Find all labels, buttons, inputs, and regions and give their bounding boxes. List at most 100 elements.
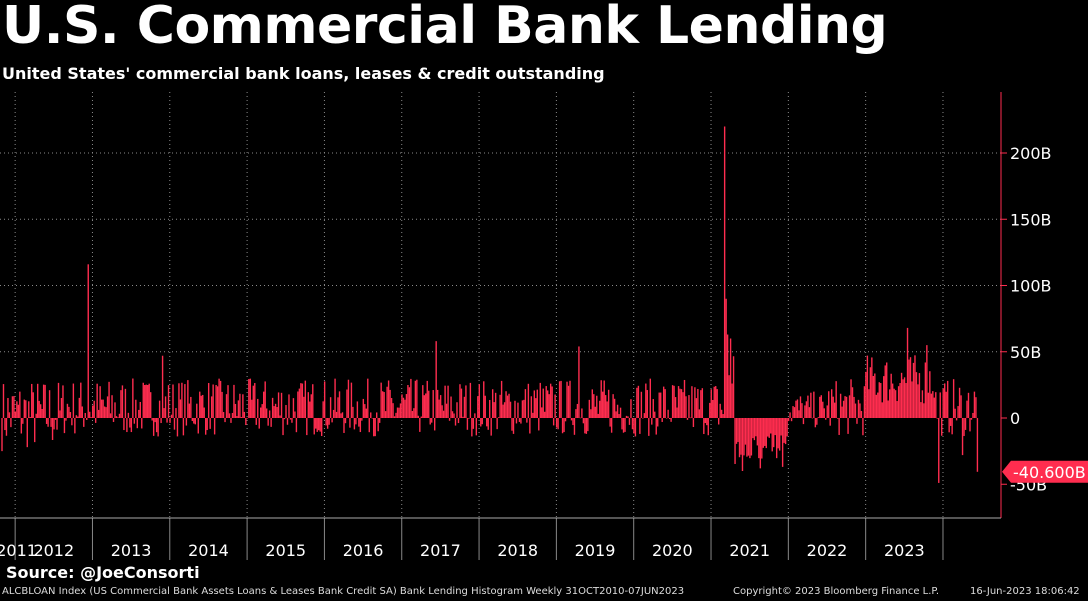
histogram-bar: [526, 418, 528, 423]
histogram-bar: [316, 418, 318, 432]
histogram-bar: [240, 417, 243, 418]
histogram-bar: [188, 403, 191, 418]
histogram-bar: [349, 418, 351, 428]
histogram-bar: [386, 386, 388, 418]
histogram-bar: [99, 386, 101, 418]
histogram-bar: [468, 418, 470, 419]
histogram-bar: [248, 379, 250, 418]
histogram-bar: [662, 386, 665, 418]
x-tick-label: 2020: [652, 541, 693, 560]
histogram-bar: [857, 399, 860, 418]
histogram-bar: [319, 418, 321, 432]
histogram-bar: [401, 394, 403, 418]
histogram-bar: [41, 408, 43, 418]
histogram-bar: [946, 380, 949, 418]
histogram-bar: [350, 382, 353, 418]
histogram-bar: [621, 418, 623, 430]
histogram-bar: [707, 418, 709, 436]
histogram-bar: [927, 392, 930, 418]
histogram-bar: [252, 385, 254, 418]
histogram-bar: [74, 418, 76, 434]
histogram-bar: [759, 418, 762, 469]
histogram-bar: [784, 418, 787, 445]
histogram-bar: [136, 418, 139, 429]
histogram-bar: [868, 389, 870, 418]
histogram-bar: [374, 418, 376, 437]
histogram-bar: [793, 407, 796, 418]
histogram-bar: [465, 385, 467, 418]
histogram-bar: [624, 418, 626, 432]
histogram-bar: [225, 394, 228, 418]
histogram-bar: [178, 383, 180, 418]
histogram-bar: [7, 397, 9, 418]
histogram-bar: [307, 392, 310, 418]
histogram-bar: [871, 357, 873, 418]
histogram-bar: [634, 418, 637, 437]
x-tick-label: 2013: [111, 541, 152, 560]
histogram-bar: [551, 386, 553, 418]
histogram-bar: [712, 399, 714, 418]
histogram-bar: [957, 406, 959, 418]
histogram-bar: [572, 418, 574, 426]
histogram-bar: [973, 391, 976, 418]
histogram-bar: [362, 398, 365, 418]
histogram-bar: [306, 418, 308, 436]
histogram-bar: [560, 380, 562, 418]
histogram-bar: [674, 397, 677, 418]
histogram-bar: [216, 386, 219, 418]
histogram-bar: [480, 418, 482, 427]
histogram-bar: [593, 394, 595, 418]
histogram-bar: [326, 418, 329, 429]
histogram-bar: [833, 402, 836, 418]
histogram-bar: [135, 399, 137, 418]
histogram-bar: [552, 418, 555, 426]
histogram-bar: [633, 418, 635, 434]
x-tick-label: 2014: [188, 541, 229, 560]
histogram-bar: [303, 396, 305, 418]
histogram-bar: [826, 405, 828, 418]
histogram-bar: [304, 380, 307, 418]
histogram-bar: [905, 383, 907, 418]
histogram-bar: [90, 417, 92, 418]
histogram-bar: [866, 355, 869, 418]
histogram-bar: [176, 418, 179, 437]
histogram-bar: [289, 418, 292, 420]
histogram-bar: [127, 412, 130, 418]
histogram-bar: [767, 418, 769, 437]
histogram-bar: [512, 418, 515, 434]
histogram-bar: [154, 418, 156, 423]
histogram-bar: [555, 418, 558, 428]
histogram-bar: [456, 402, 458, 418]
histogram-bar: [752, 418, 754, 439]
histogram-bar: [453, 413, 455, 418]
histogram-bar: [80, 382, 82, 418]
histogram-bar: [685, 396, 687, 418]
histogram-bar: [564, 418, 567, 422]
histogram-bar: [106, 396, 109, 418]
histogram-bar: [941, 418, 943, 436]
histogram-bar: [102, 399, 104, 418]
histogram-bar: [719, 403, 721, 418]
histogram-bar: [11, 396, 14, 418]
histogram-bar: [652, 399, 654, 418]
histogram-bar: [77, 416, 79, 418]
histogram-bar: [170, 414, 173, 418]
histogram-bar: [558, 381, 561, 418]
histogram-bar: [23, 399, 26, 418]
histogram-bar: [749, 418, 751, 459]
histogram-bar: [222, 412, 225, 418]
histogram-bar: [575, 409, 577, 418]
histogram-bar: [817, 417, 820, 418]
histogram-bar: [236, 416, 238, 418]
histogram-bar: [933, 397, 935, 418]
histogram-bar: [628, 418, 631, 425]
histogram-bar: [561, 418, 564, 434]
histogram-bar: [320, 418, 323, 437]
histogram-bar: [677, 386, 680, 418]
histogram-bar: [850, 379, 852, 418]
histogram-bar: [20, 418, 23, 434]
histogram-bar: [966, 400, 968, 418]
histogram-bar: [471, 418, 473, 437]
histogram-bar: [900, 372, 903, 418]
